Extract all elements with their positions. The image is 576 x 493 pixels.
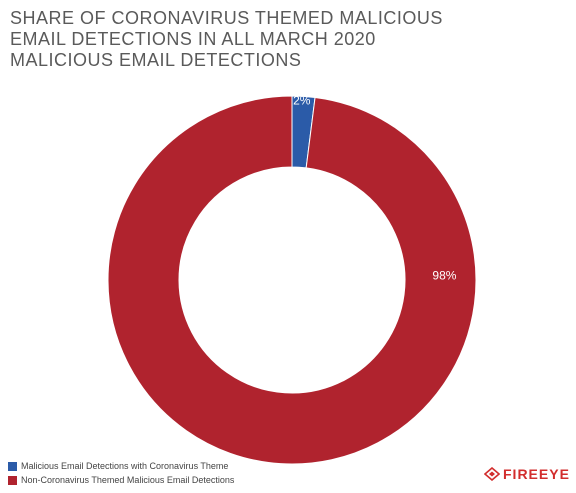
legend-swatch-coronavirus (8, 461, 17, 471)
legend-item-non-coronavirus: Non-Coronavirus Themed Malicious Email D… (8, 473, 234, 487)
title-line-3: MALICIOUS EMAIL DETECTIONS (10, 50, 302, 70)
chart-title: SHARE OF CORONAVIRUS THEMED MALICIOUS EM… (10, 8, 566, 71)
legend-label-coronavirus: Malicious Email Detections with Coronavi… (21, 461, 229, 471)
title-line-1: SHARE OF CORONAVIRUS THEMED MALICIOUS (10, 8, 443, 28)
legend-swatch-non-coronavirus (8, 475, 17, 485)
legend-label-non-coronavirus: Non-Coronavirus Themed Malicious Email D… (21, 475, 235, 485)
logo-text: FIREEYE (503, 466, 570, 482)
slice-label-coronavirus: 2% (293, 93, 311, 107)
slice-non-coronavirus (107, 95, 477, 465)
legend: Malicious Email Detections with Coronavi… (8, 459, 234, 487)
legend-item-coronavirus: Malicious Email Detections with Coronavi… (8, 459, 234, 473)
slice-label-non-coronavirus: 98% (432, 269, 456, 283)
fireeye-logo-icon (484, 467, 500, 481)
fireeye-logo: FIREEYE (484, 466, 570, 482)
title-line-2: EMAIL DETECTIONS IN ALL MARCH 2020 (10, 29, 376, 49)
